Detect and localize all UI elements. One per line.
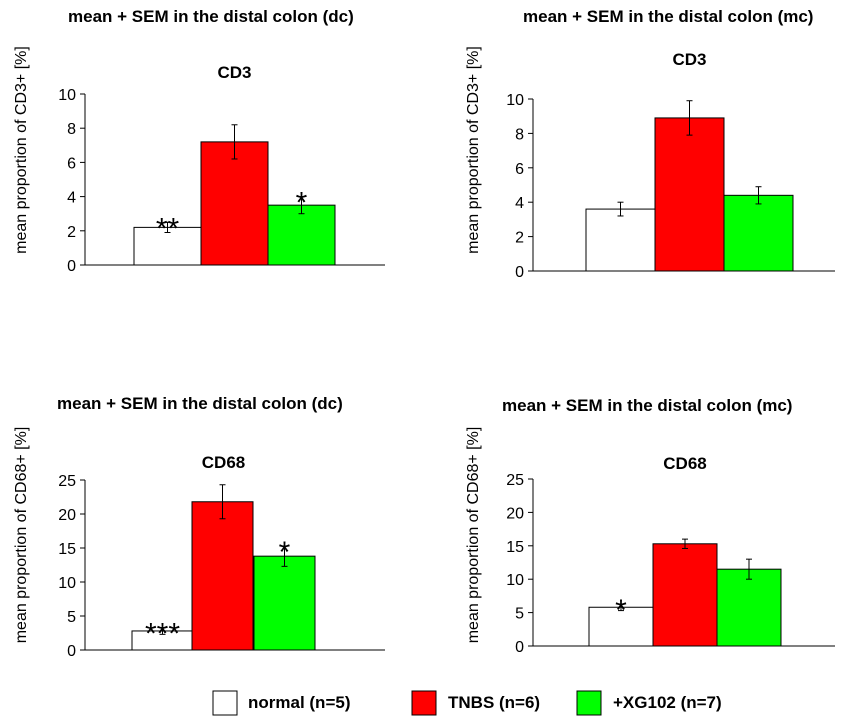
chart-title: mean + SEM in the distal colon (dc): [68, 7, 354, 26]
y-tick-label: 4: [515, 195, 524, 212]
legend-label-1: normal (n=5): [248, 693, 351, 712]
chart-subtitle: CD68: [202, 453, 245, 472]
chart-subtitle: CD3: [672, 50, 706, 69]
chart-subtitle: CD3: [217, 63, 251, 82]
bar-3: [723, 194, 794, 272]
chart-panels: mean + SEM in the distal colon (dc)CD3me…: [13, 7, 835, 660]
y-axis-label: mean proportion of CD3+ [%]: [465, 46, 482, 254]
chart-panel-3: mean + SEM in the distal colon (dc) CD68 m…: [13, 394, 385, 660]
significance-mark: **: [156, 212, 180, 245]
bar-2: [191, 501, 254, 651]
y-tick-label: 5: [515, 606, 524, 623]
y-tick-label: 15: [506, 539, 524, 556]
bar-2: [200, 141, 269, 266]
y-axis-label: mean proportion of CD68+ [%]: [13, 427, 30, 644]
chart-title: mean + SEM in the distal colon (dc): [57, 394, 343, 413]
y-axis-label: mean proportion of CD3+ [%]: [13, 46, 30, 254]
chart-subtitle: CD68: [663, 454, 706, 473]
chart-title: mean + SEM in the distal colon (mc): [523, 7, 813, 26]
bar-2: [654, 117, 725, 272]
bar-3: [253, 555, 316, 651]
y-tick-label: 2: [515, 230, 524, 247]
significance-mark: *: [279, 536, 291, 569]
y-tick-label: 10: [58, 575, 76, 592]
y-tick-label: 8: [67, 121, 76, 138]
significance-mark: *: [615, 594, 627, 627]
legend: normal (n=5) TNBS (n=6) +XG102 (n=7): [212, 690, 722, 716]
bar-1: [133, 226, 202, 266]
chart-title: mean + SEM in the distal colon (mc): [502, 396, 792, 415]
bar-2: [652, 543, 718, 647]
y-axis-label: mean proportion of CD68+ [%]: [465, 427, 482, 644]
legend-label-3: +XG102 (n=7): [613, 693, 722, 712]
bar-3: [267, 204, 336, 266]
y-tick-label: 0: [67, 258, 76, 275]
y-tick-label: 5: [67, 609, 76, 626]
y-tick-label: 10: [506, 572, 524, 589]
significance-mark: *: [296, 187, 308, 220]
y-tick-label: 25: [506, 472, 524, 489]
chart-panel-4: mean + SEM in the distal colon (mc) CD68 m…: [465, 396, 835, 656]
y-tick-label: 6: [67, 155, 76, 172]
y-tick-label: 10: [506, 92, 524, 109]
chart-panel-2: mean + SEM in the distal colon (mc) CD3 me…: [465, 7, 835, 281]
y-tick-label: 25: [58, 473, 76, 490]
y-tick-label: 0: [515, 639, 524, 656]
bar-1: [585, 208, 656, 272]
y-tick-label: 6: [515, 161, 524, 178]
y-tick-label: 4: [67, 190, 76, 207]
y-tick-label: 2: [67, 224, 76, 241]
y-tick-label: 15: [58, 541, 76, 558]
y-tick-label: 0: [67, 643, 76, 660]
legend-label-2: TNBS (n=6): [448, 693, 540, 712]
y-tick-label: 20: [58, 507, 76, 524]
chart-panel-1: mean + SEM in the distal colon (dc) CD3 me…: [13, 7, 385, 275]
bar-3: [716, 568, 782, 647]
y-tick-label: 8: [515, 126, 524, 143]
y-tick-label: 0: [515, 264, 524, 281]
y-tick-label: 10: [58, 87, 76, 104]
significance-mark: ***: [145, 618, 180, 651]
legend-swatch-2: [411, 690, 437, 716]
y-tick-label: 20: [506, 505, 524, 522]
legend-swatch-3: [576, 690, 602, 716]
legend-swatch-1: [212, 690, 238, 716]
